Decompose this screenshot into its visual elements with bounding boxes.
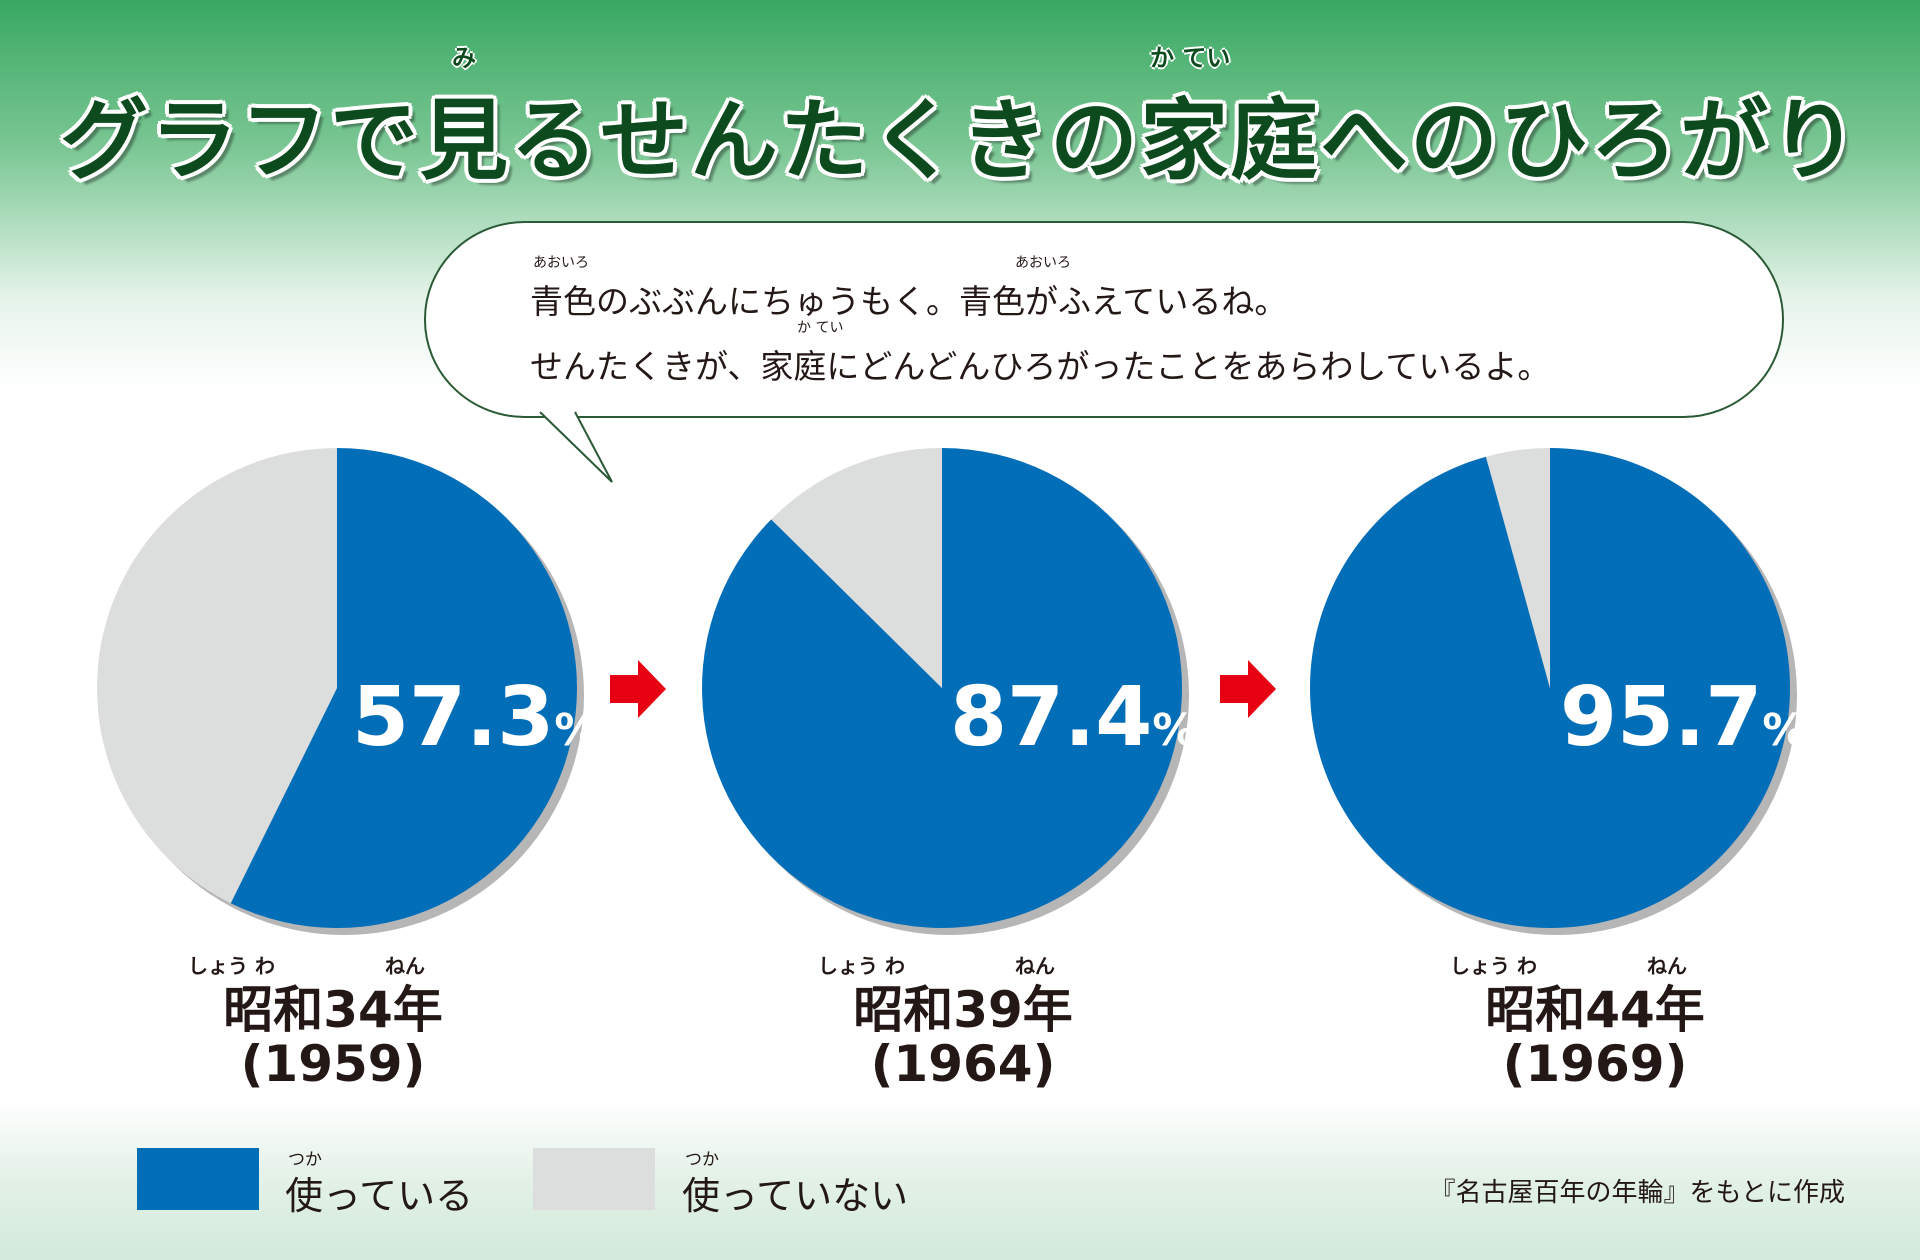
bubble-line-1: 青色のぶぶんにちゅうもく。青色がふえているね。 <box>530 282 1288 321</box>
year-ruby-nen-1964: ねん <box>1015 954 1055 978</box>
legend-label-not-using: 使っていない <box>682 1174 909 1218</box>
source-note: 『名古屋百年の年輪』をもとに作成 <box>1429 1178 1845 1208</box>
legend-label-using: 使っている <box>285 1174 474 1218</box>
pct-value-1964: 87.4 <box>950 670 1153 765</box>
year-label-1969: 昭和44年 <box>1485 981 1705 1039</box>
year-ruby-nen-1959: ねん <box>385 954 425 978</box>
pct-unit-1959: % <box>554 705 599 756</box>
year-label-1964: 昭和39年 <box>853 981 1073 1039</box>
year-label-1959: 昭和34年 <box>223 981 443 1039</box>
legend-ruby-tsuka-1: つか <box>288 1150 322 1170</box>
pct-unit-1964: % <box>1152 705 1197 756</box>
pct-label-1964: 87.4% <box>950 670 1196 765</box>
title-ruby-mi: み <box>452 44 476 72</box>
bubble-ruby-aoiro-2: あおいろ <box>1015 255 1071 271</box>
pie-charts <box>97 448 1797 935</box>
pie-slice-not-using-1 <box>771 448 942 688</box>
pie-slice-using-0 <box>230 448 578 928</box>
year-ruby-showa-1964: しょう わ <box>818 954 905 978</box>
pct-label-1959: 57.3% <box>352 670 598 765</box>
page-title: グラフで見るせんたくきの家庭へのひろがり <box>59 89 1860 192</box>
title-ruby-katei: か てい <box>1150 44 1231 72</box>
arrow-icon-2 <box>1220 660 1276 718</box>
legend-ruby-tsuka-2: つか <box>685 1150 719 1170</box>
pct-value-1959: 57.3 <box>352 670 555 765</box>
bubble-ruby-aoiro-1: あおいろ <box>533 255 589 271</box>
year-sub-1959: (1959) <box>240 1035 426 1093</box>
arrow-icon-1 <box>610 660 666 718</box>
legend-swatch-using <box>137 1148 259 1210</box>
year-sub-1964: (1964) <box>870 1035 1056 1093</box>
pct-label-1969: 95.7% <box>1560 670 1806 765</box>
pie-slice-not-using-2 <box>1485 448 1550 688</box>
year-sub-1969: (1969) <box>1502 1035 1688 1093</box>
bubble-line-2: せんたくきが、家庭にどんどんひろがったことをあらわしているよ。 <box>530 347 1551 386</box>
pie-slice-not-using-0 <box>97 448 337 904</box>
pct-value-1969: 95.7 <box>1560 670 1763 765</box>
year-ruby-nen-1969: ねん <box>1647 954 1687 978</box>
year-ruby-showa-1959: しょう わ <box>188 954 275 978</box>
pct-unit-1969: % <box>1762 705 1807 756</box>
year-ruby-showa-1969: しょう わ <box>1450 954 1537 978</box>
pie-slice-using-1 <box>702 448 1183 929</box>
legend-swatch-not-using <box>533 1148 655 1210</box>
bubble-ruby-katei: か てい <box>797 320 844 336</box>
